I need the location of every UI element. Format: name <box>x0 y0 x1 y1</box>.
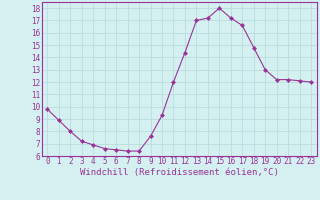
X-axis label: Windchill (Refroidissement éolien,°C): Windchill (Refroidissement éolien,°C) <box>80 168 279 177</box>
